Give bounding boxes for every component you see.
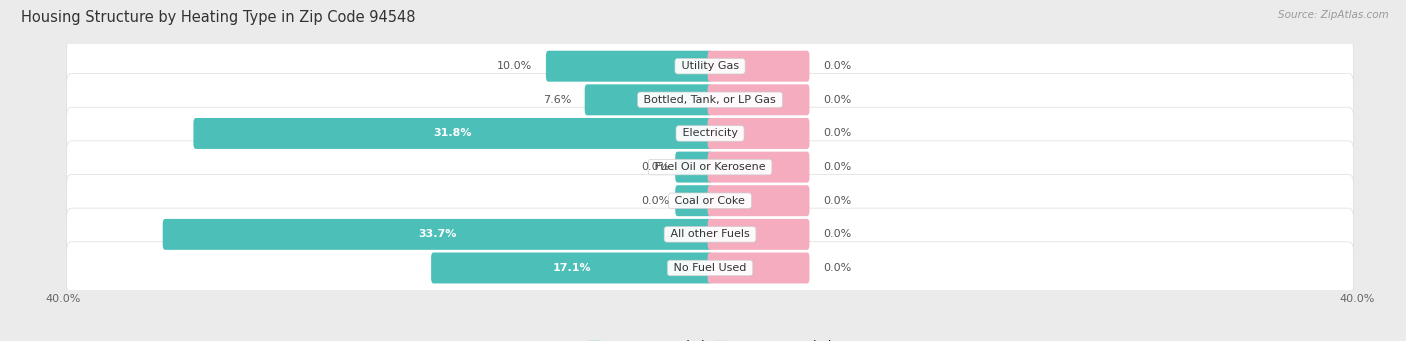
Text: Bottled, Tank, or LP Gas: Bottled, Tank, or LP Gas	[640, 95, 780, 105]
FancyBboxPatch shape	[194, 118, 713, 149]
FancyBboxPatch shape	[163, 219, 713, 250]
FancyBboxPatch shape	[66, 74, 1354, 126]
Text: 7.6%: 7.6%	[543, 95, 571, 105]
FancyBboxPatch shape	[707, 152, 810, 182]
FancyBboxPatch shape	[432, 253, 713, 283]
Text: 10.0%: 10.0%	[496, 61, 531, 71]
Text: 31.8%: 31.8%	[433, 129, 472, 138]
Text: 0.0%: 0.0%	[824, 196, 852, 206]
Text: 0.0%: 0.0%	[824, 95, 852, 105]
Text: 0.0%: 0.0%	[824, 263, 852, 273]
Text: 33.7%: 33.7%	[419, 229, 457, 239]
FancyBboxPatch shape	[66, 175, 1354, 227]
FancyBboxPatch shape	[66, 141, 1354, 193]
FancyBboxPatch shape	[66, 208, 1354, 261]
FancyBboxPatch shape	[675, 185, 713, 216]
Text: Utility Gas: Utility Gas	[678, 61, 742, 71]
FancyBboxPatch shape	[66, 242, 1354, 294]
FancyBboxPatch shape	[707, 51, 810, 81]
FancyBboxPatch shape	[66, 40, 1354, 92]
Text: All other Fuels: All other Fuels	[666, 229, 754, 239]
FancyBboxPatch shape	[707, 118, 810, 149]
FancyBboxPatch shape	[707, 185, 810, 216]
Text: 0.0%: 0.0%	[824, 61, 852, 71]
Text: 17.1%: 17.1%	[553, 263, 591, 273]
Text: 0.0%: 0.0%	[824, 129, 852, 138]
Text: Coal or Coke: Coal or Coke	[671, 196, 749, 206]
FancyBboxPatch shape	[707, 253, 810, 283]
Text: Housing Structure by Heating Type in Zip Code 94548: Housing Structure by Heating Type in Zip…	[21, 10, 416, 25]
Text: Source: ZipAtlas.com: Source: ZipAtlas.com	[1278, 10, 1389, 20]
Legend: Owner-occupied, Renter-occupied: Owner-occupied, Renter-occupied	[588, 340, 832, 341]
FancyBboxPatch shape	[707, 219, 810, 250]
FancyBboxPatch shape	[585, 84, 713, 115]
FancyBboxPatch shape	[546, 51, 713, 81]
Text: 0.0%: 0.0%	[641, 162, 669, 172]
Text: No Fuel Used: No Fuel Used	[671, 263, 749, 273]
Text: 0.0%: 0.0%	[824, 162, 852, 172]
Text: 0.0%: 0.0%	[641, 196, 669, 206]
FancyBboxPatch shape	[707, 84, 810, 115]
FancyBboxPatch shape	[66, 107, 1354, 160]
FancyBboxPatch shape	[675, 152, 713, 182]
Text: Electricity: Electricity	[679, 129, 741, 138]
Text: 0.0%: 0.0%	[824, 229, 852, 239]
Text: Fuel Oil or Kerosene: Fuel Oil or Kerosene	[651, 162, 769, 172]
